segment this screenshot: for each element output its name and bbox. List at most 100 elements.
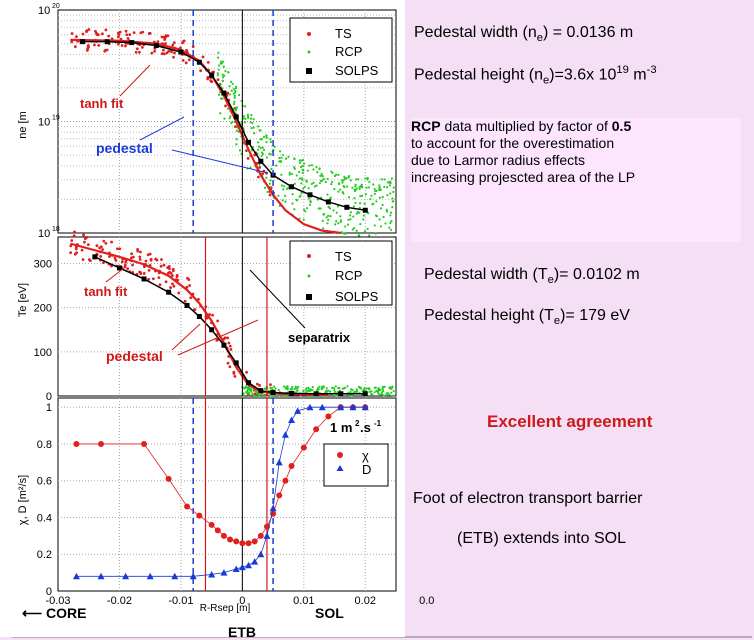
ne-rcp-point [275,164,278,167]
te-rcp-point [377,387,380,390]
te-rcp-point [324,390,328,393]
etb-foot-line1: Foot of electron transport barrier [413,490,643,507]
ne-rcp-point [353,226,356,230]
te-separatrix-arrow [249,269,306,329]
chi-xtick-label: 0 [239,595,245,607]
ne-rcp-point [302,218,305,221]
te-rcp-point [329,390,332,393]
chi-marker [325,413,332,420]
ne-rcp-point [392,190,395,193]
ne-rcp-point [306,169,309,172]
ne-solps-marker [362,207,368,213]
ne-rcp-point [280,173,283,176]
te-ts-point [126,267,130,271]
te-rcp-point [357,385,360,388]
ne-rcp-point [336,205,340,208]
ne-ts-point [162,48,165,52]
te-solps-marker [141,276,147,282]
ne-tick-label-18: 10 [38,228,50,240]
te-ts-point [104,242,108,245]
ne-rcp-point [301,158,305,162]
ne-rcp-point [244,117,247,120]
ne-rcp-point [298,177,301,180]
te-rcp-point [325,387,328,390]
te-rcp-point [390,391,393,394]
ne-rcp-point [265,176,268,179]
te-rcp-point [249,390,252,393]
ne-rcp-point [270,167,273,171]
ne-rcp-point [263,186,267,189]
te-ts-point [73,230,76,234]
ne-ts-point [181,58,185,62]
te-tick-label: 200 [34,303,52,315]
unit-sup2: -1 [374,419,382,428]
te-ts-point [175,275,179,278]
d-marker [146,572,154,580]
ne-rcp-point [235,138,238,141]
ne-rcp-point [344,225,347,228]
te-rcp-point [335,394,338,397]
chi-marker [208,521,215,528]
te-rcp-point [316,388,319,392]
d-marker [238,563,246,571]
te-solps-marker [313,391,319,397]
te-ts-point [95,244,99,248]
ne-rcp-point [242,115,246,118]
ne-ts-point [100,32,104,36]
ne-rcp-point [360,186,364,189]
ne-rcp-point [308,203,312,207]
ne-rcp-point [383,185,386,189]
ne-rcp-point [374,190,377,193]
ne-rcp-point [382,215,385,219]
te-ts-point [177,291,181,295]
te-solps-marker [338,391,344,397]
te-rcp-point [356,390,359,393]
ne-rcp-point [252,132,256,135]
ne-legend-solps: SOLPS [335,63,379,78]
te-ts-point [130,252,134,256]
te-solps-marker [258,388,264,394]
chi-marker [300,444,307,451]
ne-rcp-point [231,82,234,85]
ne-rcp-point [316,171,319,174]
te-rcp-point [311,389,314,392]
te-ts-point [172,284,176,288]
ne-rcp-point [298,195,301,198]
te-rcp-point [257,393,260,396]
chi-xtick-label: 0.01 [293,595,314,607]
ne-rcp-point [354,185,357,188]
ne-rcp-point [266,190,269,194]
ne-rcp-point [344,232,347,235]
d-marker [349,403,357,411]
ne-rcp-point [256,148,260,151]
chi-tick-label: 0.6 [37,476,52,488]
ne-rcp-point [324,180,327,184]
ne-rcp-point [349,179,352,182]
te-rcp-point [392,394,395,397]
ne-rcp-point [325,216,328,219]
ne-ts-point [184,61,188,65]
ne-rcp-point [355,178,358,181]
ne-solps-marker [196,59,202,65]
chi-marker [73,440,80,447]
ne-solps-marker [153,43,159,49]
ne-rcp-point [390,177,394,180]
te-ts-point [113,256,117,260]
ne-rcp-point [291,202,294,205]
ne-rcp-point [269,153,272,156]
te-legend-rcp: RCP [335,268,362,283]
te-ts-point [147,268,151,272]
te-ts-point [167,265,171,268]
ne-ts-point [117,33,121,37]
ne-rcp-point [392,200,395,203]
ne-ts-point [70,32,74,35]
ne-rcp-point [233,94,236,97]
te-legend-solps: SOLPS [335,289,379,304]
ne-rcp-point [368,234,371,237]
d-legend-label: D [362,462,371,477]
te-tick-label: 100 [34,347,52,359]
te-rcp-point [334,385,337,388]
ne-rcp-point [364,177,367,180]
d-marker [269,504,277,512]
ne-solps-marker [209,72,215,78]
